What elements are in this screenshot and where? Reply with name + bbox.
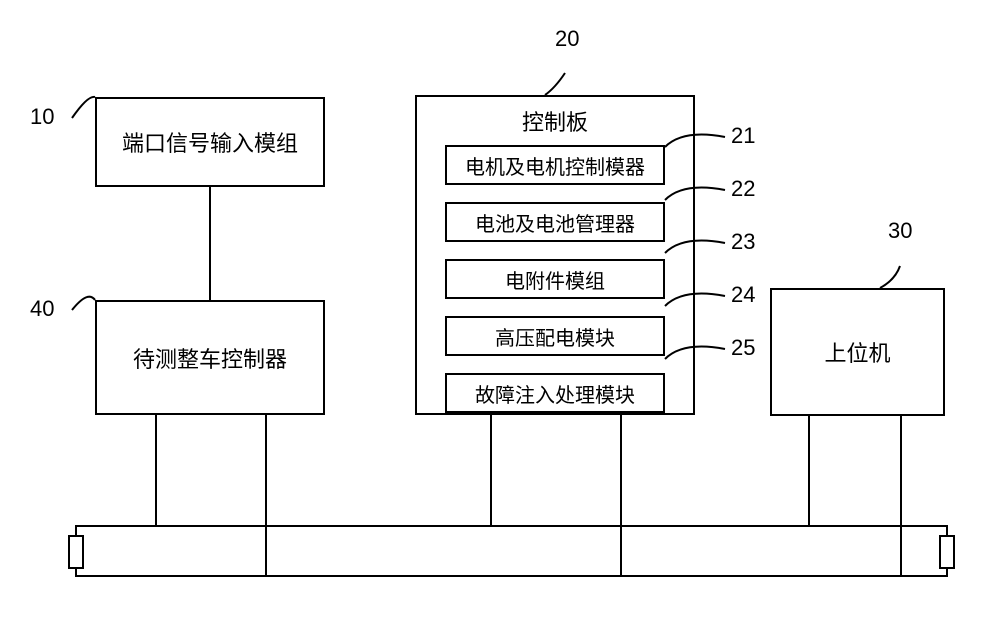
ref-num-10: 10 [30,104,54,130]
bus-termination-right [939,535,955,569]
block-port-input-label: 端口信号输入模组 [122,126,298,158]
bus-termination-left [68,535,84,569]
sub-hv-label: 高压配电模块 [495,322,615,351]
bus-top [75,525,948,527]
control-sub-container: 电机及电机控制模器电池及电池管理器电附件模组高压配电模块故障注入处理模块 [417,143,693,415]
ref-num-23: 23 [731,229,755,255]
ref-num-40: 40 [30,296,54,322]
drop-control-1 [490,415,492,527]
sub-acc: 电附件模组 [445,259,665,299]
sub-battery-label: 电池及电池管理器 [475,208,635,237]
bus-left-stub-bot [75,567,77,577]
diagram-canvas: 端口信号输入模组 10 待测整车控制器 40 上位机 30 控制板 电机及电机控… [0,0,1000,626]
drop-dut-2 [265,415,267,577]
drop-host-1 [808,416,810,527]
block-control-title: 控制板 [417,97,693,143]
ref-num-24: 24 [731,282,755,308]
block-control: 控制板 电机及电机控制模器电池及电池管理器电附件模组高压配电模块故障注入处理模块 [415,95,695,415]
block-host: 上位机 [770,288,945,416]
drop-control-2 [620,415,622,577]
sub-acc-label: 电附件模组 [505,265,605,294]
ref-num-25: 25 [731,335,755,361]
bus-bottom [75,575,948,577]
sub-hv: 高压配电模块 [445,316,665,356]
sub-motor: 电机及电机控制模器 [445,145,665,185]
bus-right-stub-bot [946,567,948,577]
sub-fault-label: 故障注入处理模块 [475,379,635,408]
block-host-label: 上位机 [824,336,890,368]
bus-right-stub-top [946,525,948,535]
ref-num-21: 21 [731,123,755,149]
block-dut-label: 待测整车控制器 [133,342,287,374]
sub-battery: 电池及电池管理器 [445,202,665,242]
ref-num-20: 20 [555,26,579,52]
ref-num-30: 30 [888,218,912,244]
sub-motor-label: 电机及电机控制模器 [465,151,645,180]
conn-port-to-dut [209,187,211,300]
drop-dut-1 [155,415,157,527]
bus-left-stub-top [75,525,77,535]
sub-fault: 故障注入处理模块 [445,373,665,413]
block-dut: 待测整车控制器 [95,300,325,415]
block-port-input: 端口信号输入模组 [95,97,325,187]
drop-host-2 [900,416,902,577]
ref-num-22: 22 [731,176,755,202]
